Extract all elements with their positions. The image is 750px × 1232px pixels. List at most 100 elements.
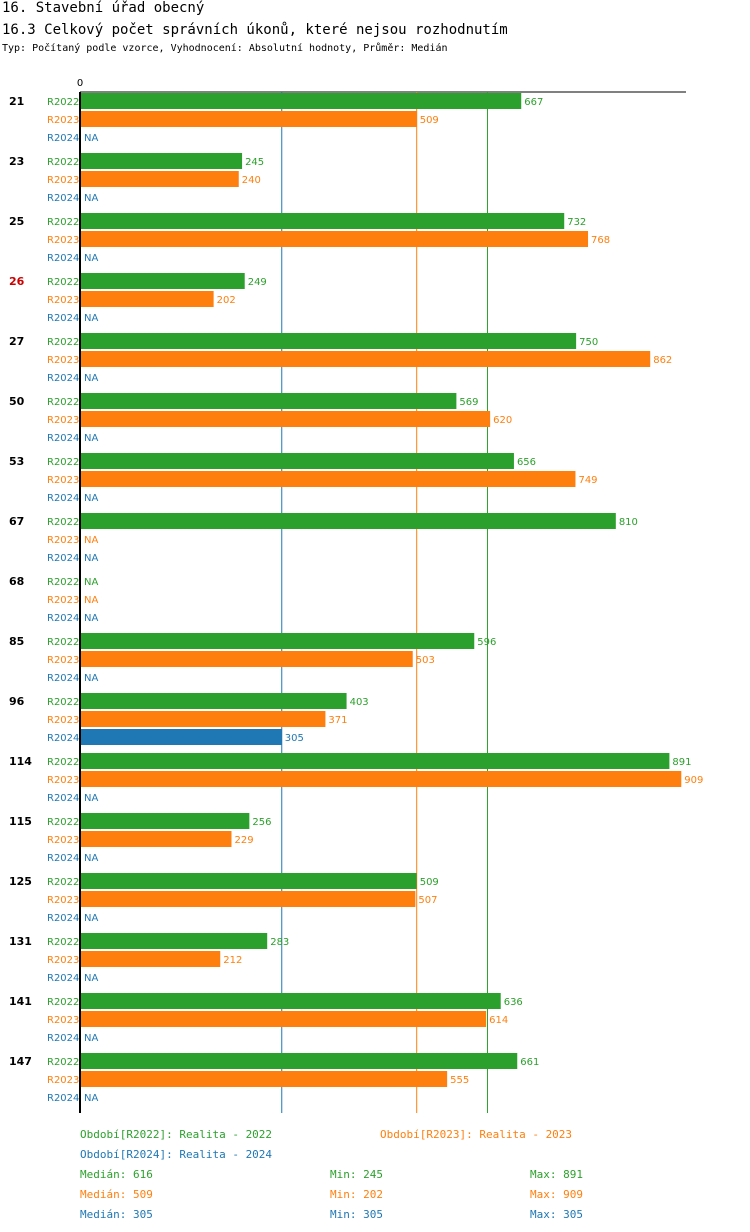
- series-label-50-r2023: R2023: [47, 415, 79, 426]
- category-label-141: 141: [9, 995, 32, 1008]
- series-label-85-r2022: R2022: [47, 637, 79, 648]
- category-label-50: 50: [9, 395, 25, 408]
- series-label-114-r2024: R2024: [47, 793, 79, 804]
- series-label-23-r2022: R2022: [47, 157, 79, 168]
- bar-53-r2023: [80, 471, 576, 487]
- series-label-26-r2023: R2023: [47, 295, 79, 306]
- category-label-115: 115: [9, 815, 32, 828]
- value-label-26-r2023: 202: [217, 295, 236, 306]
- na-label-26-r2024: NA: [84, 313, 98, 324]
- bar-21-r2023: [80, 111, 417, 127]
- bar-114-r2022: [80, 753, 670, 769]
- series-label-50-r2022: R2022: [47, 397, 79, 408]
- series-label-53-r2023: R2023: [47, 475, 79, 486]
- value-label-23-r2023: 240: [242, 175, 261, 186]
- bar-25-r2022: [80, 213, 565, 229]
- series-label-147-r2024: R2024: [47, 1093, 79, 1104]
- na-label-67-r2024: NA: [84, 553, 98, 564]
- value-label-67-r2022: 810: [619, 517, 638, 528]
- bar-25-r2023: [80, 231, 589, 247]
- series-label-23-r2023: R2023: [47, 175, 79, 186]
- series-label-25-r2022: R2022: [47, 217, 79, 228]
- series-label-25-r2024: R2024: [47, 253, 79, 264]
- category-label-23: 23: [9, 155, 24, 168]
- series-label-26-r2024: R2024: [47, 313, 79, 324]
- na-label-25-r2024: NA: [84, 253, 98, 264]
- category-label-25: 25: [9, 215, 24, 228]
- category-label-147: 147: [9, 1055, 32, 1068]
- bar-85-r2023: [80, 651, 413, 667]
- bar-115-r2023: [80, 831, 232, 847]
- bar-27-r2022: [80, 333, 577, 349]
- value-label-27-r2023: 862: [653, 355, 672, 366]
- value-label-21-r2023: 509: [420, 115, 439, 126]
- na-label-53-r2024: NA: [84, 493, 98, 504]
- na-label-68-r2023: NA: [84, 595, 98, 606]
- na-label-68-r2024: NA: [84, 613, 98, 624]
- na-label-27-r2024: NA: [84, 373, 98, 384]
- bar-131-r2023: [80, 951, 221, 967]
- na-label-125-r2024: NA: [84, 913, 98, 924]
- stat-r2023-median: Medián: 509: [80, 1188, 153, 1201]
- series-label-85-r2024: R2024: [47, 673, 79, 684]
- bar-141-r2022: [80, 993, 501, 1009]
- value-label-26-r2022: 249: [248, 277, 267, 288]
- category-label-53: 53: [9, 455, 24, 468]
- category-label-26: 26: [9, 275, 25, 288]
- series-label-85-r2023: R2023: [47, 655, 79, 666]
- series-label-27-r2023: R2023: [47, 355, 79, 366]
- series-label-125-r2022: R2022: [47, 877, 79, 888]
- bar-53-r2022: [80, 453, 514, 469]
- series-label-115-r2022: R2022: [47, 817, 79, 828]
- series-label-68-r2023: R2023: [47, 595, 79, 606]
- category-label-114: 114: [9, 755, 32, 768]
- bar-26-r2022: [80, 273, 245, 289]
- bar-96-r2024: [80, 729, 282, 745]
- na-label-67-r2023: NA: [84, 535, 98, 546]
- na-label-21-r2024: NA: [84, 133, 98, 144]
- bar-85-r2022: [80, 633, 475, 649]
- category-label-21: 21: [9, 95, 24, 108]
- series-label-67-r2024: R2024: [47, 553, 79, 564]
- category-label-68: 68: [9, 575, 24, 588]
- value-label-96-r2022: 403: [350, 697, 369, 708]
- value-label-131-r2022: 283: [270, 937, 289, 948]
- na-label-68-r2022: NA: [84, 577, 98, 588]
- series-label-96-r2022: R2022: [47, 697, 79, 708]
- series-label-141-r2024: R2024: [47, 1033, 79, 1044]
- series-label-115-r2023: R2023: [47, 835, 79, 846]
- bar-27-r2023: [80, 351, 651, 367]
- bar-50-r2022: [80, 393, 457, 409]
- value-label-85-r2023: 503: [416, 655, 435, 666]
- na-label-114-r2024: NA: [84, 793, 98, 804]
- legend-r2024: Období[R2024]: Realita - 2024: [80, 1148, 273, 1161]
- value-label-85-r2022: 596: [477, 637, 496, 648]
- series-label-27-r2024: R2024: [47, 373, 79, 384]
- series-label-68-r2022: R2022: [47, 577, 79, 588]
- stat-r2024-median: Medián: 305: [80, 1208, 153, 1221]
- series-label-67-r2022: R2022: [47, 517, 79, 528]
- na-label-131-r2024: NA: [84, 973, 98, 984]
- x-axis-zero-label: 0: [77, 78, 83, 89]
- series-label-53-r2022: R2022: [47, 457, 79, 468]
- na-label-23-r2024: NA: [84, 193, 98, 204]
- stat-r2024-max: Max: 305: [530, 1208, 583, 1221]
- stat-r2023-min: Min: 202: [330, 1188, 383, 1201]
- value-label-147-r2022: 661: [520, 1057, 539, 1068]
- bar-96-r2023: [80, 711, 326, 727]
- value-label-125-r2023: 507: [418, 895, 437, 906]
- value-label-96-r2024: 305: [285, 733, 304, 744]
- bar-67-r2022: [80, 513, 616, 529]
- value-label-114-r2022: 891: [672, 757, 691, 768]
- category-label-27: 27: [9, 335, 24, 348]
- value-label-147-r2023: 555: [450, 1075, 469, 1086]
- na-label-141-r2024: NA: [84, 1033, 98, 1044]
- na-label-50-r2024: NA: [84, 433, 98, 444]
- bar-26-r2023: [80, 291, 214, 307]
- value-label-27-r2022: 750: [579, 337, 598, 348]
- category-label-131: 131: [9, 935, 32, 948]
- value-label-25-r2022: 732: [567, 217, 586, 228]
- bar-21-r2022: [80, 93, 522, 109]
- value-label-53-r2022: 656: [517, 457, 536, 468]
- chart-subtitle: Typ: Počítaný podle vzorce, Vyhodnocení:…: [2, 43, 448, 54]
